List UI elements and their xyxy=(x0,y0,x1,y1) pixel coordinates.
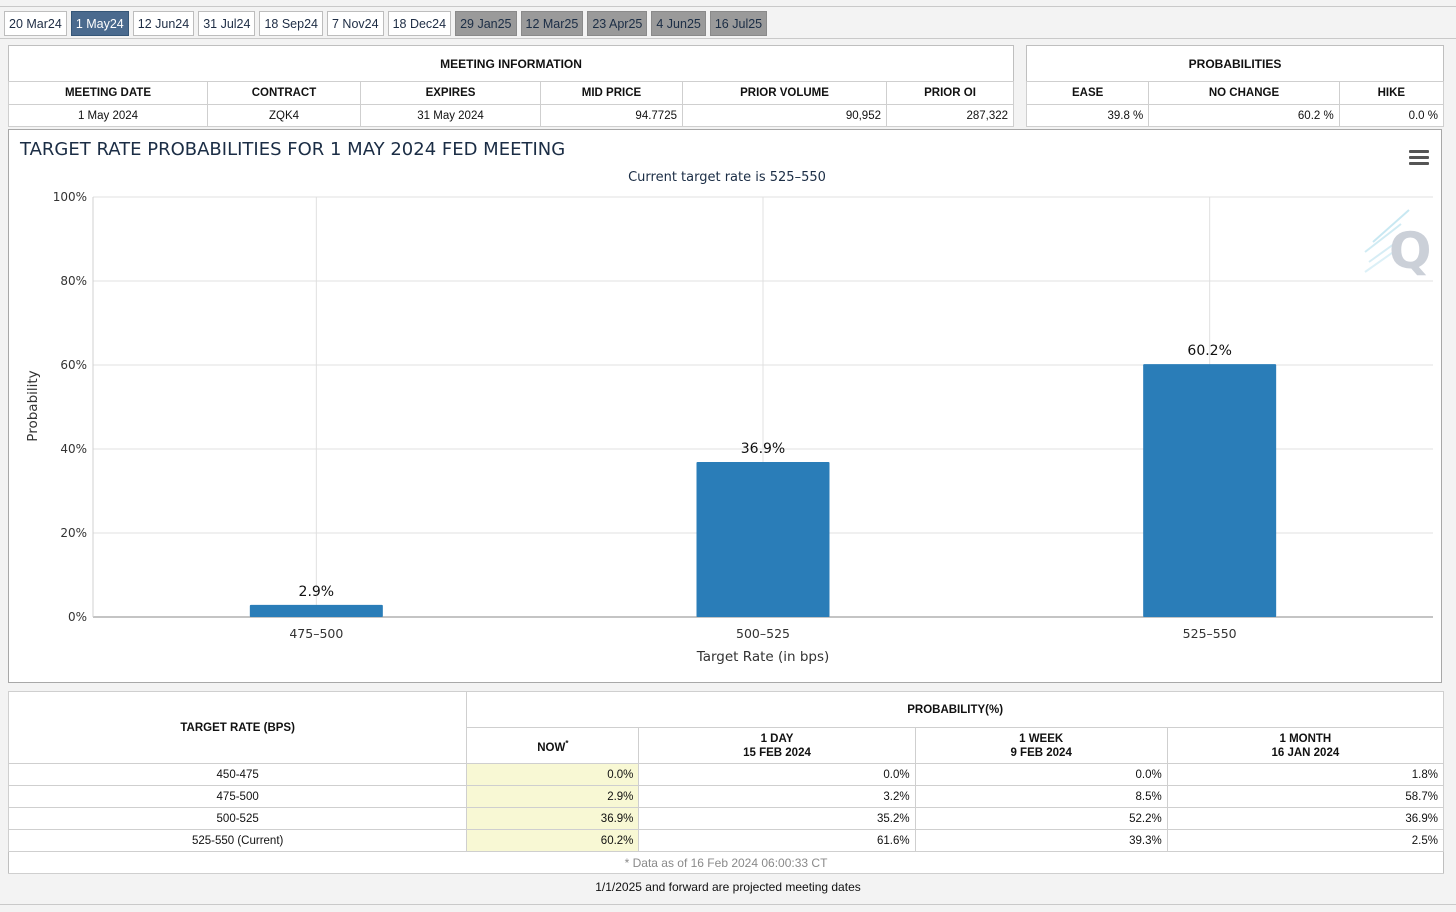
y-tick-label: 100% xyxy=(53,190,87,204)
tab-meeting-7[interactable]: 29 Jan25 xyxy=(455,11,517,36)
probability-table: TARGET RATE (BPS) PROBABILITY(%) NOW* 1 … xyxy=(7,691,1445,874)
table-row: 475-500 2.9% 3.2% 8.5% 58.7% xyxy=(7,785,1445,808)
meeting-info-table: MEETING INFORMATION MEETING DATE CONTRAC… xyxy=(8,45,1015,127)
value-expires: 31 May 2024 xyxy=(360,104,541,127)
x-tick-label: 525–550 xyxy=(1183,626,1237,641)
tab-meeting-3[interactable]: 31 Jul24 xyxy=(198,11,256,36)
chart-x-axis-title: Target Rate (in bps) xyxy=(696,649,830,665)
probabilities-table: PROBABILITIES EASE NO CHANGE HIKE 39.8 %… xyxy=(1025,45,1445,127)
y-tick-label: 20% xyxy=(60,526,87,540)
y-tick-label: 0% xyxy=(68,610,87,624)
hamburger-menu-icon[interactable] xyxy=(1409,150,1429,166)
row-probability-cell: 0.0% xyxy=(638,763,916,786)
bar-data-label: 36.9% xyxy=(741,441,785,457)
table-row: 500-525 36.9% 35.2% 52.2% 36.9% xyxy=(7,807,1445,830)
probability-chart: TARGET RATE PROBABILITIES FOR 1 MAY 2024… xyxy=(19,139,1433,665)
tabs-divider xyxy=(0,38,1456,39)
header-hike: HIKE xyxy=(1338,81,1445,105)
meeting-info-title: MEETING INFORMATION xyxy=(8,45,1014,82)
header-meeting-date: MEETING DATE xyxy=(8,81,208,105)
tab-meeting-8[interactable]: 12 Mar25 xyxy=(520,11,584,36)
value-meeting-date: 1 May 2024 xyxy=(8,104,208,127)
header-contract: CONTRACT xyxy=(207,81,361,105)
probabilities-title: PROBABILITIES xyxy=(1026,45,1444,82)
quikstrike-logo-icon: Q xyxy=(1364,209,1432,280)
row-target-rate: 450-475 xyxy=(7,763,468,786)
row-probability-cell: 1.8% xyxy=(1166,763,1445,786)
header-now: NOW* xyxy=(466,727,640,764)
value-hike: 0.0 % xyxy=(1338,104,1445,127)
row-probability-cell: 3.2% xyxy=(638,785,916,808)
header-no-change: NO CHANGE xyxy=(1148,81,1340,105)
y-tick-label: 40% xyxy=(60,442,87,456)
tab-meeting-10[interactable]: 4 Jun25 xyxy=(651,11,706,36)
tab-meeting-11[interactable]: 16 Jul25 xyxy=(709,11,768,36)
header-mid-price: MID PRICE xyxy=(540,81,683,105)
row-probability-cell: 52.2% xyxy=(914,807,1168,830)
header-prior-oi: PRIOR OI xyxy=(885,81,1015,105)
chart-y-axis: 0% 20% 40% 60% 80% 100% xyxy=(53,190,87,624)
bar-0[interactable] xyxy=(249,604,383,617)
row-probability-cell: 2.9% xyxy=(466,785,640,808)
tab-meeting-2[interactable]: 12 Jun24 xyxy=(132,11,195,36)
row-probability-cell: 0.0% xyxy=(466,763,640,786)
header-1-day: 1 DAY 15 FEB 2024 xyxy=(638,727,916,764)
header-expires: EXPIRES xyxy=(360,81,541,105)
x-tick-label: 475–500 xyxy=(289,626,343,641)
projected-dates-note: 1/1/2025 and forward are projected meeti… xyxy=(595,880,861,894)
top-divider xyxy=(0,6,1456,7)
table-row: 525-550 (Current) 60.2% 61.6% 39.3% 2.5% xyxy=(7,829,1445,852)
row-probability-cell: 58.7% xyxy=(1166,785,1445,808)
row-target-rate: 500-525 xyxy=(7,807,468,830)
chart-bars: 2.9% 36.9% 60.2% xyxy=(249,343,1277,617)
row-target-rate: 475-500 xyxy=(7,785,468,808)
chart-y-axis-title: Probability xyxy=(25,370,41,441)
header-prior-volume: PRIOR VOLUME xyxy=(682,81,887,105)
value-ease: 39.8 % xyxy=(1025,104,1150,127)
row-probability-cell: 36.9% xyxy=(1166,807,1445,830)
row-probability-cell: 39.3% xyxy=(914,829,1168,852)
row-probability-cell: 35.2% xyxy=(638,807,916,830)
data-timestamp-footnote: * Data as of 16 Feb 2024 06:00:33 CT xyxy=(8,851,1444,874)
row-probability-cell: 60.2% xyxy=(466,829,640,852)
chart-title: TARGET RATE PROBABILITIES FOR 1 MAY 2024… xyxy=(19,139,565,160)
chart-x-axis: 475–500 500–525 525–550 xyxy=(289,626,1236,641)
bar-1[interactable] xyxy=(696,462,830,617)
bottom-divider xyxy=(0,904,1456,905)
tab-meeting-6[interactable]: 18 Dec24 xyxy=(387,11,452,36)
bar-data-label: 2.9% xyxy=(299,584,335,600)
header-1-week: 1 WEEK 9 FEB 2024 xyxy=(914,727,1168,764)
tab-meeting-9[interactable]: 23 Apr25 xyxy=(587,11,648,36)
value-no-change: 60.2 % xyxy=(1148,104,1340,127)
value-prior-volume: 90,952 xyxy=(682,104,887,127)
row-probability-cell: 2.5% xyxy=(1166,829,1445,852)
value-prior-oi: 287,322 xyxy=(885,104,1015,127)
header-ease: EASE xyxy=(1025,81,1150,105)
header-target-rate: TARGET RATE (BPS) xyxy=(7,691,468,764)
svg-text:Q: Q xyxy=(1389,222,1432,280)
row-probability-cell: 61.6% xyxy=(638,829,916,852)
value-mid-price: 94.7725 xyxy=(540,104,683,127)
row-probability-cell: 0.0% xyxy=(914,763,1168,786)
y-tick-label: 60% xyxy=(60,358,87,372)
header-1-month: 1 MONTH 16 JAN 2024 xyxy=(1166,727,1445,764)
x-tick-label: 500–525 xyxy=(736,626,790,641)
row-target-rate: 525-550 (Current) xyxy=(7,829,468,852)
bar-2[interactable] xyxy=(1143,364,1277,617)
row-probability-cell: 8.5% xyxy=(914,785,1168,808)
tab-meeting-0[interactable]: 20 Mar24 xyxy=(4,11,67,36)
meeting-tabs: 20 Mar24 1 May24 12 Jun24 31 Jul24 18 Sep24 7… xyxy=(4,11,768,38)
chart-panel: TARGET RATE PROBABILITIES FOR 1 MAY 2024… xyxy=(8,129,1442,683)
chart-subtitle: Current target rate is 525–550 xyxy=(628,170,826,185)
tab-meeting-1[interactable]: 1 May24 xyxy=(70,11,129,36)
bar-data-label: 60.2% xyxy=(1187,343,1231,359)
header-probability: PROBABILITY(%) xyxy=(466,691,1444,728)
y-tick-label: 80% xyxy=(60,274,87,288)
value-contract: ZQK4 xyxy=(207,104,361,127)
table-row: 450-475 0.0% 0.0% 0.0% 1.8% xyxy=(7,763,1445,786)
tab-meeting-4[interactable]: 18 Sep24 xyxy=(259,11,323,36)
row-probability-cell: 36.9% xyxy=(466,807,640,830)
tab-meeting-5[interactable]: 7 Nov24 xyxy=(327,11,384,36)
